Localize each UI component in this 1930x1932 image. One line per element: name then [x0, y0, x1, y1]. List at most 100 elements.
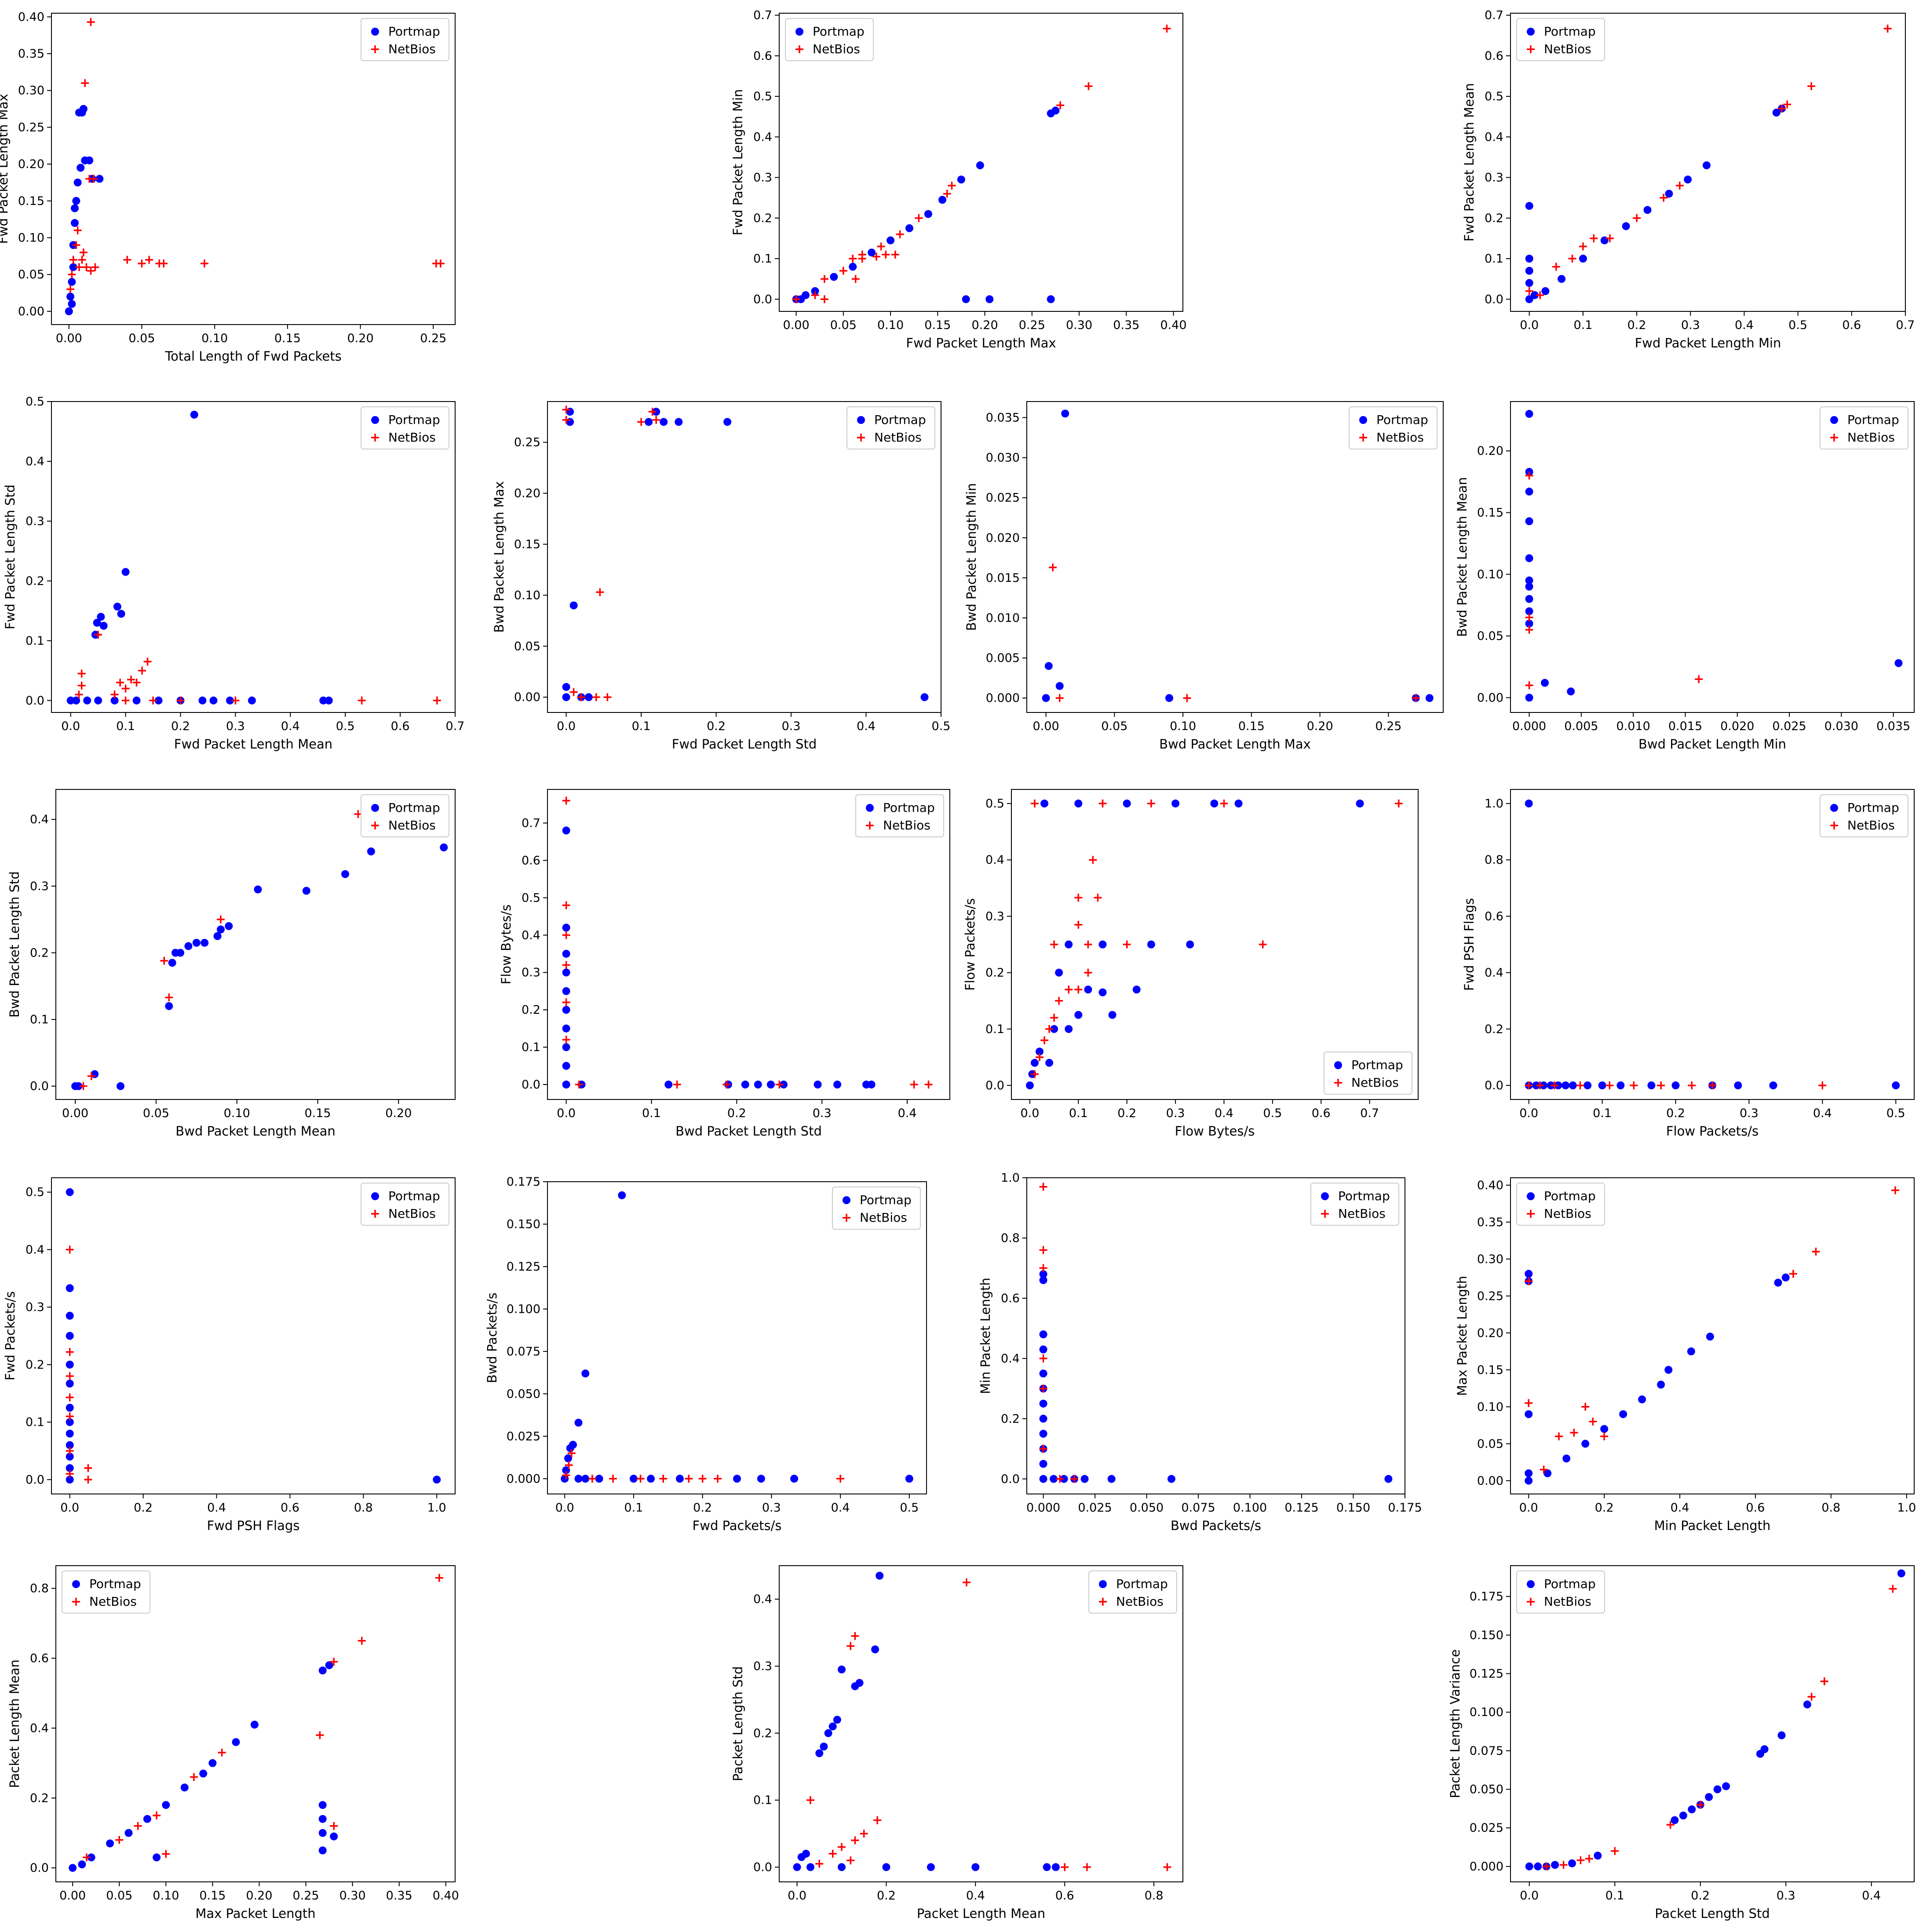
x-tick-0p25: 0.25	[420, 332, 446, 345]
data-points	[66, 1188, 441, 1484]
y-tick-0p20: 0.20	[18, 157, 44, 171]
y-tick-0p010: 0.010	[986, 611, 1020, 625]
data-points	[1525, 800, 1900, 1089]
data-point-portmap	[1525, 487, 1533, 496]
data-point-netbios	[943, 190, 951, 198]
data-point-portmap	[1108, 1011, 1116, 1019]
data-point-portmap	[1050, 1475, 1058, 1483]
data-point-netbios	[836, 1475, 845, 1483]
y-tick-0p050: 0.050	[507, 1387, 540, 1401]
x-axis-label: Packet Length Std	[1655, 1906, 1770, 1921]
data-point-netbios	[87, 267, 95, 275]
plot-frame	[1510, 1177, 1915, 1494]
data-point-portmap	[66, 1464, 74, 1472]
y-tick-0p1: 0.1	[26, 634, 44, 648]
data-point-portmap	[1760, 1745, 1769, 1753]
plot-frame	[1510, 401, 1915, 713]
y-axis-label: Packet Length Std	[730, 1666, 745, 1782]
legend-label-netbios: NetBios	[388, 430, 436, 445]
x-tick-0p30: 0.30	[339, 1889, 366, 1903]
data-point-netbios	[1030, 800, 1039, 808]
legend-marker-portmap	[371, 804, 379, 812]
y-tick-0p6: 0.6	[522, 854, 540, 867]
data-point-portmap	[433, 1475, 441, 1484]
data-point-portmap	[85, 156, 94, 164]
data-point-netbios	[127, 676, 135, 684]
data-point-netbios	[851, 1632, 859, 1640]
data-point-portmap	[124, 1829, 133, 1837]
x-axis-label: Min Packet Length	[1654, 1518, 1771, 1533]
data-point-netbios	[592, 693, 600, 701]
y-tick-0p7: 0.7	[1485, 9, 1503, 22]
legend: Portmap NetBios	[1324, 1052, 1412, 1095]
data-point-netbios	[78, 256, 86, 264]
legend-box	[855, 794, 944, 837]
x-tick-0p4: 0.4	[1671, 1501, 1689, 1515]
y-axis-label: Fwd Packet Length Mean	[1462, 83, 1477, 241]
data-point-portmap	[66, 1453, 74, 1461]
data-point-netbios	[1525, 613, 1533, 621]
data-point-netbios	[1789, 1270, 1797, 1278]
x-tick-0p8: 0.8	[1145, 1889, 1164, 1903]
data-point-portmap	[162, 1801, 170, 1809]
data-point-portmap	[121, 568, 130, 576]
data-point-portmap	[1074, 800, 1083, 808]
plot-frame	[547, 401, 941, 713]
data-point-portmap	[1722, 1782, 1730, 1790]
legend-label-netbios: NetBios	[89, 1594, 137, 1609]
data-point-portmap	[1123, 800, 1131, 808]
x-tick-0p2: 0.2	[1666, 1107, 1685, 1120]
data-point-portmap	[318, 1846, 327, 1855]
y-tick-0p15: 0.15	[1477, 506, 1503, 520]
legend-marker-portmap	[1527, 1580, 1535, 1588]
data-point-netbios	[1818, 1081, 1827, 1089]
data-point-portmap	[1777, 1731, 1786, 1739]
legend-marker-portmap	[72, 1580, 80, 1588]
legend-label-netbios: NetBios	[860, 1210, 907, 1225]
data-point-netbios	[685, 1475, 693, 1483]
data-point-portmap	[1664, 1366, 1673, 1374]
x-tick-0p035: 0.035	[1876, 719, 1910, 733]
data-point-netbios	[722, 1081, 731, 1089]
data-point-portmap	[99, 621, 108, 630]
data-point-portmap	[1525, 694, 1533, 702]
x-axis-label: Bwd Packet Length Min	[1638, 737, 1786, 752]
legend-marker-netbios	[1321, 1210, 1329, 1218]
data-point-portmap	[1525, 800, 1533, 808]
data-point-netbios	[1579, 242, 1587, 251]
y-tick-0p20: 0.20	[1477, 1326, 1503, 1340]
y-tick-0p1: 0.1	[753, 252, 772, 266]
plot-frame	[1510, 13, 1906, 312]
data-point-netbios	[896, 230, 904, 238]
y-tick-0p3: 0.3	[522, 966, 540, 979]
data-point-portmap	[330, 1832, 338, 1841]
data-points	[1042, 409, 1434, 702]
x-tick-0p7: 0.7	[446, 719, 465, 733]
data-point-netbios	[1049, 563, 1057, 572]
x-tick-0p25: 0.25	[292, 1889, 319, 1903]
x-tick-0p030: 0.030	[1824, 719, 1858, 733]
data-point-portmap	[1643, 206, 1652, 214]
legend-label-portmap: Portmap	[388, 1189, 440, 1203]
legend-marker-netbios	[1359, 434, 1367, 442]
y-tick-0p3: 0.3	[1485, 171, 1503, 185]
data-point-netbios	[1568, 255, 1576, 263]
y-axis-label: Packet Length Variance	[1448, 1649, 1463, 1798]
y-tick-0p15: 0.15	[1477, 1363, 1503, 1377]
data-points	[71, 799, 448, 1090]
data-point-portmap	[811, 287, 819, 295]
legend: Portmap NetBios	[785, 18, 874, 61]
scatter-panel-10: 0.0 0.1 0.2 0.3 0.4 0.5 0.6 0.7 0.0 0.1 0.2 0.3 0.4 0…	[963, 789, 1419, 1139]
y-axis-label: Min Packet Length	[978, 1278, 993, 1394]
data-point-portmap	[1525, 582, 1533, 591]
x-tick-0p0: 0.0	[1519, 1501, 1538, 1515]
y-tick-0p0: 0.0	[30, 1861, 49, 1875]
legend-label-portmap: Portmap	[1116, 1577, 1168, 1591]
data-point-portmap	[618, 1191, 626, 1199]
x-axis-label: Fwd PSH Flags	[207, 1518, 300, 1533]
legend-label-netbios: NetBios	[1847, 818, 1895, 833]
data-point-portmap	[302, 887, 310, 895]
data-point-portmap	[1665, 190, 1673, 198]
y-tick-0p3: 0.3	[985, 909, 1004, 923]
scatter-panel-6: 0.00 0.05 0.10 0.15 0.20 0.25 0.000 0.005 0.010 0…	[964, 401, 1444, 752]
